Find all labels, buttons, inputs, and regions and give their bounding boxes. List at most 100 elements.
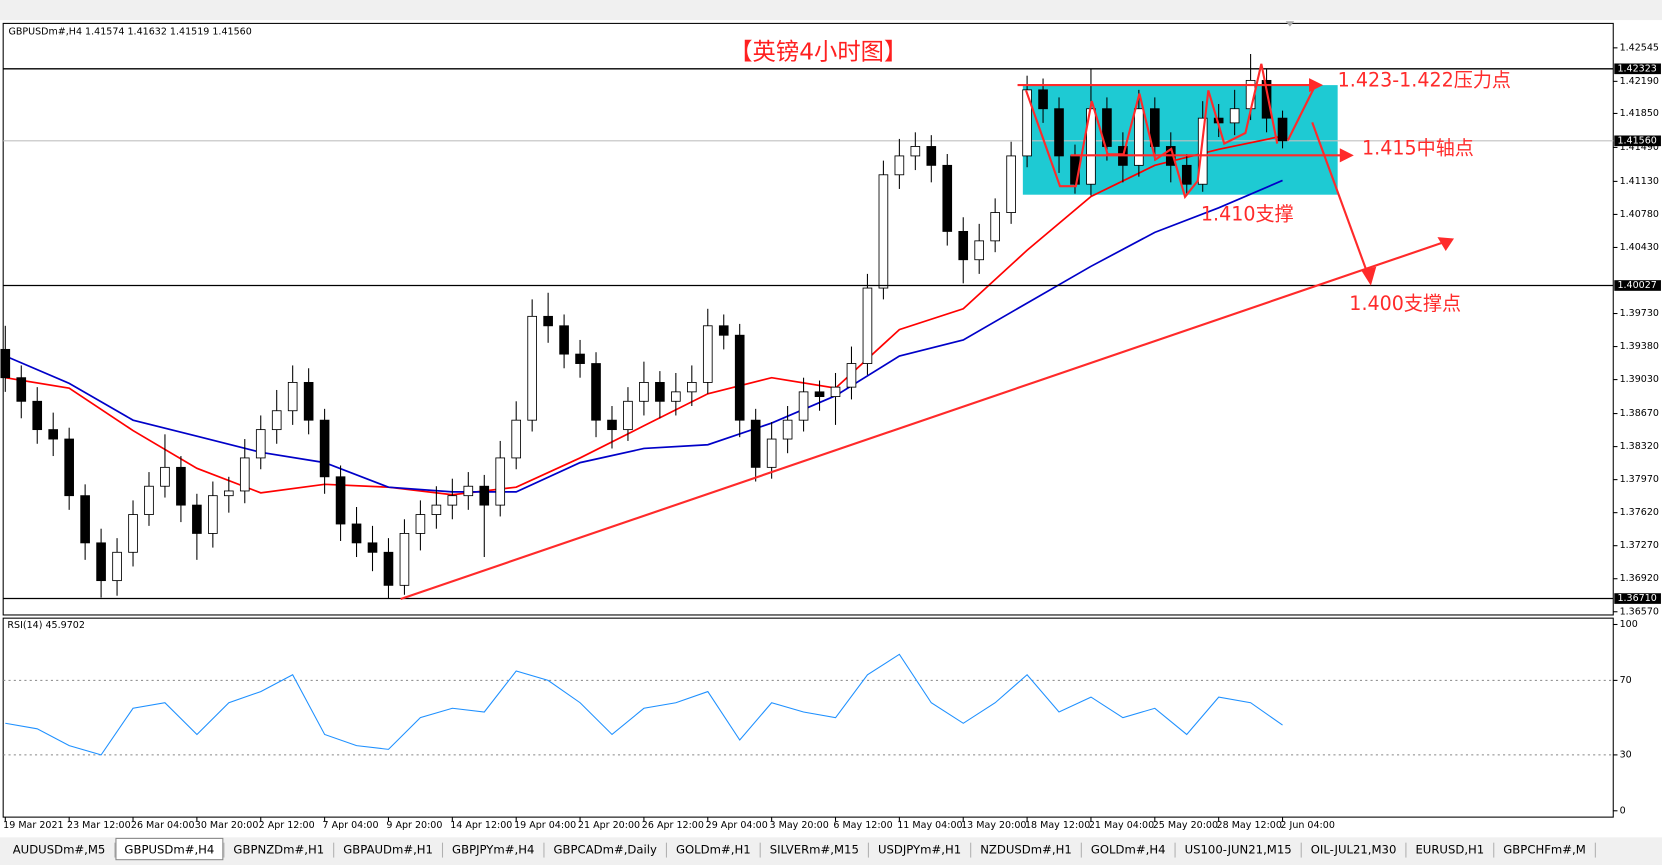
tab-background[interactable] <box>115 837 224 861</box>
tab[interactable]: AUDUSDm#,M5 <box>4 840 116 859</box>
y-tick-label: 1.42190 <box>1620 76 1659 87</box>
tab-background[interactable] <box>1406 840 1493 859</box>
candle-body <box>160 466 170 487</box>
candle-body <box>479 485 490 506</box>
candle-body <box>287 381 298 412</box>
tab-background[interactable] <box>1082 840 1174 859</box>
candle-body <box>255 429 266 459</box>
projection-up <box>1286 86 1316 141</box>
tab-label[interactable]: OIL-JUL21,M30 <box>1311 843 1397 857</box>
arrow-head <box>1437 237 1455 251</box>
tab[interactable]: OIL-JUL21,M30 <box>1302 840 1407 859</box>
tab-label[interactable]: NZDUSDm#,H1 <box>980 843 1072 857</box>
level-label: 1.36710 <box>1617 593 1656 604</box>
tab-label[interactable]: GBPAUDm#,H1 <box>343 843 433 857</box>
rsi-tick-label: 100 <box>1620 619 1638 630</box>
x-tick-label: 21 May 04:00 <box>1089 820 1154 831</box>
top-bar <box>0 0 1662 21</box>
candle-body <box>846 363 857 388</box>
tab-label[interactable]: GOLDm#,H4 <box>1091 843 1166 857</box>
shift-marker <box>1285 21 1295 27</box>
x-tick-label: 29 Apr 04:00 <box>706 820 768 831</box>
rsi-tick-label: 0 <box>1620 805 1626 816</box>
tab[interactable]: GOLDm#,H4 <box>1082 840 1176 859</box>
x-tick-label: 18 May 12:00 <box>1025 820 1090 831</box>
x-tick-label: 21 Apr 20:00 <box>578 820 640 831</box>
candle-body <box>687 381 697 393</box>
tab-label[interactable]: US100-JUN21,M15 <box>1185 843 1292 857</box>
tab-label[interactable]: AUDUSDm#,M5 <box>13 843 106 857</box>
tab[interactable]: NZDUSDm#,H1 <box>971 840 1082 859</box>
tab-background[interactable] <box>4 840 114 859</box>
tab-label[interactable]: SILVERm#,M15 <box>770 843 859 857</box>
tab-label[interactable]: GBPNZDm#,H1 <box>233 843 324 857</box>
chart-title: 【英镑4小时图】 <box>729 38 907 66</box>
tab-label[interactable]: GBPUSDm#,H4 <box>124 843 214 857</box>
tab[interactable]: EURUSD,H1 <box>1406 840 1495 859</box>
x-tick-label: 30 Mar 20:00 <box>195 820 259 831</box>
tab-background[interactable] <box>869 840 970 859</box>
x-tick-label: 6 May 12:00 <box>833 820 892 831</box>
y-tick-label: 1.38670 <box>1620 408 1659 419</box>
tab-list: AUDUSDm#,M5 GBPUSDm#,H4 GBPNZDm#,H1 GBPAUDm… <box>4 837 1596 861</box>
level-label: 1.40027 <box>1617 280 1656 291</box>
tab-label[interactable]: EURUSD,H1 <box>1415 843 1484 857</box>
x-tick-label: 23 Mar 12:00 <box>67 820 131 831</box>
y-tick-label: 1.37270 <box>1620 540 1659 551</box>
y-tick-label: 1.41130 <box>1620 176 1659 187</box>
tab[interactable]: USDJPYm#,H1 <box>869 840 972 859</box>
y-tick-label: 1.38320 <box>1620 441 1659 452</box>
tab-background[interactable] <box>971 840 1081 859</box>
tab-background[interactable] <box>1494 840 1595 859</box>
candle-body <box>671 391 681 402</box>
tab-background[interactable] <box>545 840 666 859</box>
candle-body <box>766 438 777 468</box>
x-tick-label: 11 May 04:00 <box>897 820 962 831</box>
candle-body <box>80 495 90 544</box>
candle-body <box>192 504 202 534</box>
candle-body <box>431 504 442 515</box>
level-label: 1.42323 <box>1617 63 1656 74</box>
candle-body <box>830 386 841 398</box>
annotation-resistance: 1.423-1.422压力点 <box>1338 68 1511 91</box>
tab-label[interactable]: GBPCHFm#,M <box>1503 843 1586 857</box>
tab-background[interactable] <box>1302 840 1405 859</box>
candle-body <box>1277 117 1288 142</box>
tab-label[interactable]: GOLDm#,H1 <box>676 843 751 857</box>
tab-background[interactable] <box>443 840 543 859</box>
annotation-pivot: 1.415中轴点 <box>1362 136 1474 159</box>
tab[interactable]: GBPCHFm#,M <box>1494 840 1596 859</box>
candle-body <box>623 400 633 431</box>
tab-label[interactable]: GBPJPYm#,H4 <box>452 843 534 857</box>
y-tick-label: 1.40430 <box>1620 242 1659 253</box>
candle-body <box>128 514 138 553</box>
y-tick-label: 1.37620 <box>1620 507 1659 518</box>
tab-label[interactable]: GBPCADm#,Daily <box>553 843 657 857</box>
tab-background[interactable] <box>1176 840 1301 859</box>
last-price-label: 1.41560 <box>1617 135 1656 146</box>
candle-body <box>591 363 601 421</box>
tab[interactable]: GBPCADm#,Daily <box>545 840 667 859</box>
candle-body <box>575 353 585 364</box>
candle-body <box>511 419 522 459</box>
tab-background[interactable] <box>761 840 868 859</box>
candle-body <box>144 485 154 515</box>
tab-background[interactable] <box>224 840 333 859</box>
rsi-line <box>5 653 1283 756</box>
tab[interactable]: SILVERm#,M15 <box>761 840 869 859</box>
tab-background[interactable] <box>334 840 442 859</box>
tab[interactable]: GBPAUDm#,H1 <box>334 840 444 859</box>
tab[interactable]: GOLDm#,H1 <box>667 840 761 859</box>
candle-body <box>319 419 330 478</box>
candle-body <box>990 212 1000 242</box>
tab[interactable]: GBPNZDm#,H1 <box>224 840 335 859</box>
candle-body <box>639 381 649 402</box>
tab-background[interactable] <box>667 840 760 859</box>
tab[interactable]: GBPUSDm#,H4 <box>115 837 225 861</box>
tab[interactable]: GBPJPYm#,H4 <box>443 840 545 859</box>
symbol-line: GBPUSDm#,H4 1.41574 1.41632 1.41519 1.41… <box>8 26 251 37</box>
projection-down <box>1311 121 1371 280</box>
tab-label[interactable]: USDJPYm#,H1 <box>878 843 961 857</box>
tab[interactable]: US100-JUN21,M15 <box>1176 840 1302 859</box>
candle-body <box>415 514 426 534</box>
